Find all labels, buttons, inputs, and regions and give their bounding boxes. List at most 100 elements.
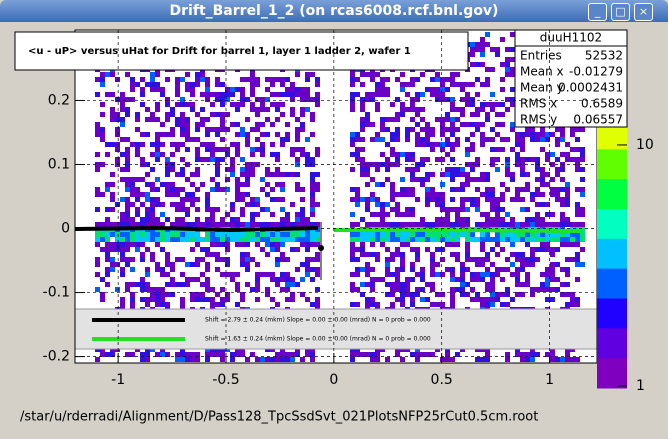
heatmap-cell [170,112,175,117]
heatmap-cell [130,267,135,272]
heatmap-cell [235,222,240,227]
heatmap-cell [450,272,455,277]
heatmap-cell [190,232,195,237]
heatmap-cell [235,187,240,192]
heatmap-cell [400,222,405,227]
heatmap-cell [170,232,175,237]
heatmap-cell [490,297,495,302]
heatmap-cell [165,117,170,122]
heatmap-cell [150,77,155,82]
heatmap-cell [265,287,270,292]
heatmap-cell [255,127,260,132]
heatmap-cell [195,352,200,357]
heatmap-cell [180,207,185,212]
heatmap-cell [580,192,585,197]
heatmap-cell [370,242,375,247]
heatmap-cell [160,132,165,137]
heatmap-cell [165,187,170,192]
heatmap-cell [565,232,570,237]
heatmap-cell [435,72,440,77]
heatmap-cell [475,107,480,112]
heatmap-cell [350,82,355,87]
heatmap-cell [185,222,190,227]
heatmap-cell [160,292,165,297]
heatmap-cell [475,127,480,132]
heatmap-cell [445,117,450,122]
heatmap-cell [190,357,195,362]
heatmap-cell [205,237,210,242]
heatmap-cell [580,232,585,237]
heatmap-cell [260,207,265,212]
heatmap-cell [350,77,355,82]
heatmap-cell [285,277,290,282]
heatmap-cell [210,187,215,192]
heatmap-cell [105,257,110,262]
heatmap-cell [560,212,565,217]
heatmap-cell [550,267,555,272]
heatmap-cell [120,302,125,307]
heatmap-cell [490,272,495,277]
heatmap-cell [405,152,410,157]
heatmap-cell [260,152,265,157]
heatmap-cell [480,52,485,57]
heatmap-cell [560,187,565,192]
heatmap-cell [350,272,355,277]
heatmap-cell [375,302,380,307]
heatmap-cell [490,67,495,72]
heatmap-cell [475,47,480,52]
heatmap-cell [380,87,385,92]
heatmap-cell [420,162,425,167]
heatmap-cell [470,122,475,127]
heatmap-cell [540,217,545,222]
heatmap-cell [385,117,390,122]
stats-label: Entries [520,49,562,63]
heatmap-cell [485,212,490,217]
heatmap-cell [175,142,180,147]
heatmap-cell [425,222,430,227]
close-button[interactable]: × [634,3,653,21]
heatmap-cell [395,157,400,162]
heatmap-cell [540,167,545,172]
heatmap-cell [495,292,500,297]
x-tick-label: -0.5 [212,372,239,388]
heatmap-cell [135,142,140,147]
heatmap-cell [270,152,275,157]
heatmap-cell [470,97,475,102]
heatmap-cell [470,237,475,242]
heatmap-cell [580,247,585,252]
heatmap-cell [115,237,120,242]
heatmap-cell [240,197,245,202]
heatmap-cell [505,302,510,307]
heatmap-cell [450,82,455,87]
heatmap-cell [465,222,470,227]
heatmap-cell [170,262,175,267]
heatmap-cell [565,257,570,262]
heatmap-cell [225,92,230,97]
heatmap-cell [470,197,475,202]
stats-label: Mean x [520,65,564,79]
heatmap-cell [400,82,405,87]
heatmap-cell [315,297,320,302]
heatmap-cell [280,92,285,97]
heatmap-cell [215,222,220,227]
heatmap-cell [180,132,185,137]
heatmap-cell [220,297,225,302]
heatmap-cell [155,302,160,307]
heatmap-cell [525,257,530,262]
minimize-button[interactable]: _ [588,3,607,21]
heatmap-cell [110,117,115,122]
heatmap-cell [580,147,585,152]
heatmap-cell [550,132,555,137]
heatmap-cell [515,282,520,287]
heatmap-cell [120,242,125,247]
heatmap-cell [165,352,170,357]
maximize-button[interactable]: □ [611,3,630,21]
heatmap-cell [250,237,255,242]
heatmap-cell [155,147,160,152]
heatmap-cell [125,242,130,247]
heatmap-cell [130,352,135,357]
heatmap-cell [480,297,485,302]
heatmap-cell [360,172,365,177]
heatmap-cell [435,157,440,162]
heatmap-cell [235,287,240,292]
